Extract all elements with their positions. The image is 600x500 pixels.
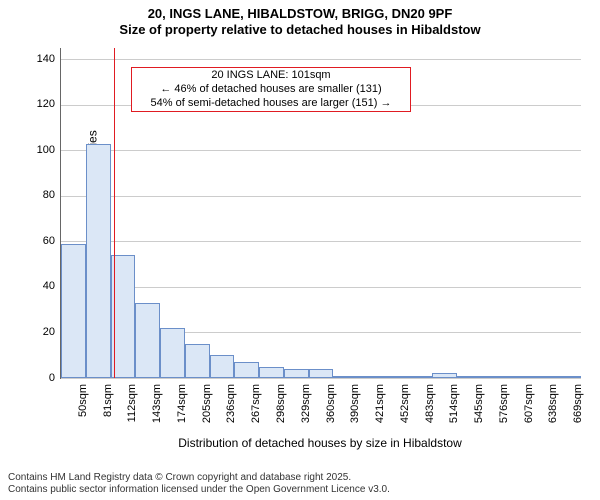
title-line-2: Size of property relative to detached ho… — [0, 22, 600, 38]
gridline — [61, 59, 581, 60]
reference-line — [114, 48, 115, 378]
x-tick-label: 50sqm — [77, 384, 89, 417]
x-tick-label: 236sqm — [225, 384, 237, 423]
histogram-bar — [333, 376, 358, 378]
histogram-bar — [556, 376, 581, 378]
y-tick-label: 40 — [25, 280, 55, 292]
x-tick-label: 360sqm — [325, 384, 337, 423]
y-tick-label: 140 — [25, 53, 55, 65]
attribution-block: Contains HM Land Registry data © Crown c… — [8, 472, 592, 496]
title-block: 20, INGS LANE, HIBALDSTOW, BRIGG, DN20 9… — [0, 0, 600, 39]
gridline — [61, 287, 581, 288]
histogram-bar — [160, 328, 185, 378]
x-tick-label: 514sqm — [448, 384, 460, 423]
y-tick-label: 20 — [25, 326, 55, 338]
x-axis-label: Distribution of detached houses by size … — [60, 436, 580, 450]
attribution-line-2: Contains public sector information licen… — [8, 484, 592, 496]
histogram-bar — [185, 344, 210, 378]
x-tick-label: 298sqm — [275, 384, 287, 423]
y-tick-label: 60 — [25, 235, 55, 247]
gridline — [61, 241, 581, 242]
histogram-bar — [358, 376, 383, 378]
callout-line: ← 46% of detached houses are smaller (13… — [136, 83, 406, 97]
x-tick-label: 452sqm — [399, 384, 411, 423]
histogram-bar — [482, 376, 507, 378]
histogram-bar — [61, 244, 86, 378]
y-tick-label: 100 — [25, 144, 55, 156]
attribution-line-1: Contains HM Land Registry data © Crown c… — [8, 472, 592, 484]
callout-line: 20 INGS LANE: 101sqm — [136, 69, 406, 83]
histogram-bar — [234, 362, 259, 378]
x-tick-label: 390sqm — [349, 384, 361, 423]
gridline — [61, 378, 581, 379]
x-tick-label: 421sqm — [374, 384, 386, 423]
x-tick-label: 638sqm — [547, 384, 559, 423]
x-tick-label: 576sqm — [498, 384, 510, 423]
x-tick-label: 545sqm — [473, 384, 485, 423]
x-tick-label: 669sqm — [572, 384, 584, 423]
histogram-bar — [259, 367, 284, 378]
x-tick-label: 174sqm — [176, 384, 188, 423]
x-tick-label: 112sqm — [126, 384, 138, 422]
x-tick-label: 205sqm — [201, 384, 213, 423]
title-line-1: 20, INGS LANE, HIBALDSTOW, BRIGG, DN20 9… — [0, 6, 600, 22]
x-tick-label: 607sqm — [523, 384, 535, 423]
x-tick-label: 483sqm — [424, 384, 436, 423]
histogram-bar — [86, 144, 111, 378]
histogram-bar — [210, 355, 235, 378]
histogram-bar — [383, 376, 408, 378]
gridline — [61, 150, 581, 151]
histogram-bar — [408, 376, 433, 378]
x-tick-label: 329sqm — [300, 384, 312, 423]
y-tick-label: 80 — [25, 189, 55, 201]
histogram-bar — [135, 303, 160, 378]
histogram-bar — [457, 376, 482, 378]
plot-area: 02040608010012014050sqm81sqm112sqm143sqm… — [60, 48, 581, 379]
histogram-bar — [309, 369, 334, 378]
x-tick-label: 81sqm — [102, 384, 114, 417]
callout-box: 20 INGS LANE: 101sqm← 46% of detached ho… — [131, 67, 411, 112]
y-tick-label: 0 — [25, 372, 55, 384]
histogram-bar — [432, 373, 457, 378]
callout-line: 54% of semi-detached houses are larger (… — [136, 97, 406, 111]
x-tick-label: 267sqm — [250, 384, 262, 423]
y-tick-label: 120 — [25, 98, 55, 110]
x-tick-label: 143sqm — [151, 384, 163, 423]
gridline — [61, 196, 581, 197]
histogram-bar — [531, 376, 556, 378]
histogram-bar — [284, 369, 309, 378]
histogram-bar — [507, 376, 532, 378]
figure-container: 20, INGS LANE, HIBALDSTOW, BRIGG, DN20 9… — [0, 0, 600, 500]
